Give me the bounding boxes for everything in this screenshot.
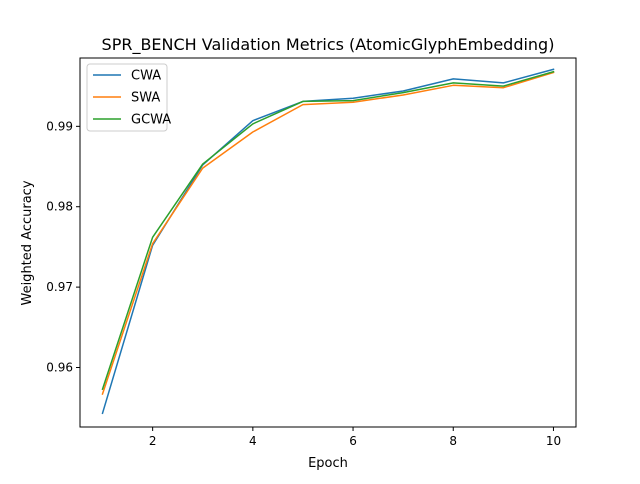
- series-lines: [101, 68, 555, 415]
- y-tick-label: 0.98: [46, 200, 73, 214]
- legend-label-gcwa: GCWA: [131, 113, 171, 128]
- legend-box: [86, 63, 168, 132]
- y-tick-label: 0.96: [46, 361, 73, 375]
- x-tick-label: 10: [546, 434, 561, 448]
- y-tick-label: 0.97: [46, 280, 73, 294]
- x-axis-label: Epoch: [308, 456, 348, 471]
- series-line-gcwa: [101, 70, 555, 391]
- x-tick-label: 2: [149, 434, 157, 448]
- chart-title: SPR_BENCH Validation Metrics (AtomicGlyp…: [102, 35, 555, 55]
- legend-label-swa: SWA: [131, 91, 160, 106]
- series-line-swa: [101, 71, 555, 395]
- y-axis-label: Weighted Accuracy: [20, 180, 35, 305]
- x-tick-label: 8: [449, 434, 457, 448]
- legend: CWA SWA GCWA: [86, 63, 171, 132]
- x-tick-label: 4: [249, 434, 257, 448]
- axis-ticks: 2 4 6 8 10 0.96 0.97 0.98 0.99: [46, 119, 561, 448]
- plot-frame: [79, 57, 577, 428]
- y-tick-label: 0.99: [46, 119, 73, 133]
- x-tick-label: 6: [349, 434, 357, 448]
- legend-label-cwa: CWA: [131, 69, 161, 84]
